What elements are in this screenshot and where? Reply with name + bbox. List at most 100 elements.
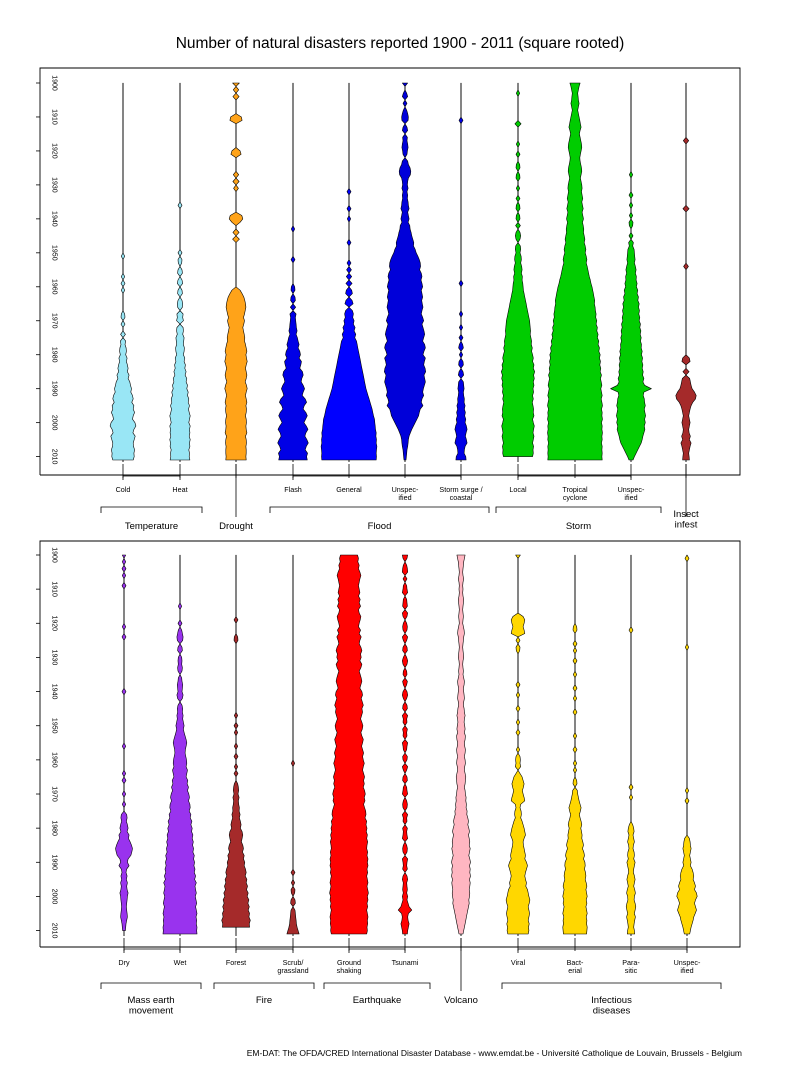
group-bracket: [100, 506, 203, 513]
y-tick-label: 2000: [51, 415, 58, 431]
panel-frame: [39, 540, 741, 948]
group-bracket: [495, 506, 662, 513]
member-bracket: [123, 948, 181, 953]
violin-series: [109, 82, 137, 478]
violin-shape: [115, 554, 133, 931]
group-bracket: [213, 982, 315, 989]
y-tick-label: 1910: [51, 581, 58, 597]
series-label: Forest: [226, 958, 246, 967]
series-label: Tropical cyclone: [562, 485, 588, 502]
panel-frame: [39, 67, 741, 476]
series-label: Flash: [284, 485, 302, 494]
violin-shape: [169, 82, 191, 461]
series-label: Unspec-ified: [674, 958, 701, 975]
violin-shape: [224, 82, 248, 461]
violin-series: [676, 554, 698, 951]
y-tick-label: 1900: [51, 75, 58, 91]
violin-shape: [451, 554, 471, 935]
violin-shape: [675, 82, 697, 461]
y-tick-label: 1910: [51, 109, 58, 125]
violin-series: [286, 554, 300, 951]
y-tick-label: 1920: [51, 143, 58, 159]
group-label: Drought: [219, 521, 253, 532]
violin-shape: [320, 82, 378, 461]
series-label: Tsunami: [392, 958, 419, 967]
y-tick-label: 1920: [51, 615, 58, 631]
series-label: Para-sitic: [622, 958, 640, 975]
y-tick-label: 1980: [51, 347, 58, 363]
violin-shape: [329, 554, 369, 935]
group-label: Temperature: [125, 521, 178, 532]
violin-series: [625, 554, 637, 951]
y-tick-label: 1940: [51, 684, 58, 700]
violin-series: [224, 82, 248, 478]
group-bracket: [269, 506, 490, 513]
member-bracket: [122, 475, 181, 480]
y-tick-label: 1950: [51, 245, 58, 261]
violin-shape: [384, 82, 426, 461]
y-tick-label: 1960: [51, 752, 58, 768]
group-bracket: [100, 982, 202, 989]
y-tick-label: 1990: [51, 381, 58, 397]
violin-series: [562, 554, 588, 951]
y-tick-label: 2000: [51, 889, 58, 905]
chart-title: Number of natural disasters reported 190…: [175, 35, 625, 52]
violin-shape: [162, 554, 198, 935]
group-label: Fire: [256, 995, 272, 1006]
violin-series: [501, 82, 535, 478]
violin-series: [162, 554, 198, 951]
series-label: Scrub/grassland: [277, 958, 308, 975]
violin-shape: [505, 554, 531, 935]
member-bracket: [517, 948, 688, 953]
series-label: Heat: [172, 485, 187, 494]
series-label: General: [336, 485, 362, 494]
y-tick-label: 1960: [51, 279, 58, 295]
violin-series: [675, 82, 697, 478]
group-label: Earthquake: [353, 995, 402, 1006]
violin-shape: [562, 554, 588, 935]
member-bracket: [517, 475, 632, 480]
y-tick-label: 2010: [51, 449, 58, 465]
group-bracket: [501, 982, 722, 989]
violin-shape: [109, 82, 137, 461]
violin-shape: [676, 554, 698, 935]
violin-shape: [547, 82, 603, 461]
source-footer: EM-DAT: The OFDA/CRED International Disa…: [246, 1048, 742, 1058]
y-tick-label: 1940: [51, 211, 58, 227]
violin-shape: [625, 554, 637, 935]
series-label: Wet: [174, 958, 187, 967]
violin-series: [277, 82, 309, 478]
y-tick-label: 1990: [51, 855, 58, 871]
violin-series: [610, 82, 652, 478]
violin-shape: [501, 82, 535, 457]
violin-shape: [454, 82, 468, 461]
violin-series: [115, 554, 133, 951]
violin-series: [169, 82, 191, 478]
group-label: Insect infest: [673, 509, 699, 531]
series-label: Viral: [511, 958, 526, 967]
y-tick-label: 1970: [51, 786, 58, 802]
y-tick-label: 1950: [51, 718, 58, 734]
group-label: Infectious diseases: [591, 995, 632, 1017]
series-label: Unspec-ified: [618, 485, 645, 502]
series-label: Bact-erial: [567, 958, 584, 975]
violin-shape: [610, 82, 652, 461]
series-label: Cold: [116, 485, 131, 494]
series-label: Local: [509, 485, 527, 494]
violin-series: [384, 82, 426, 478]
violin-series: [221, 554, 251, 951]
group-label: Mass earth movement: [128, 995, 175, 1017]
y-tick-label: 1930: [51, 177, 58, 193]
series-label: Unspec-ified: [392, 485, 419, 502]
y-tick-label: 2010: [51, 923, 58, 939]
violin-shape: [286, 554, 300, 935]
series-label: Ground shaking: [337, 958, 362, 975]
violin-shape: [221, 554, 251, 928]
group-label: Flood: [368, 521, 392, 532]
member-bracket: [292, 475, 462, 480]
violin-shape: [277, 82, 309, 461]
y-tick-label: 1900: [51, 547, 58, 563]
violin-series: [397, 554, 413, 951]
y-tick-label: 1970: [51, 313, 58, 329]
